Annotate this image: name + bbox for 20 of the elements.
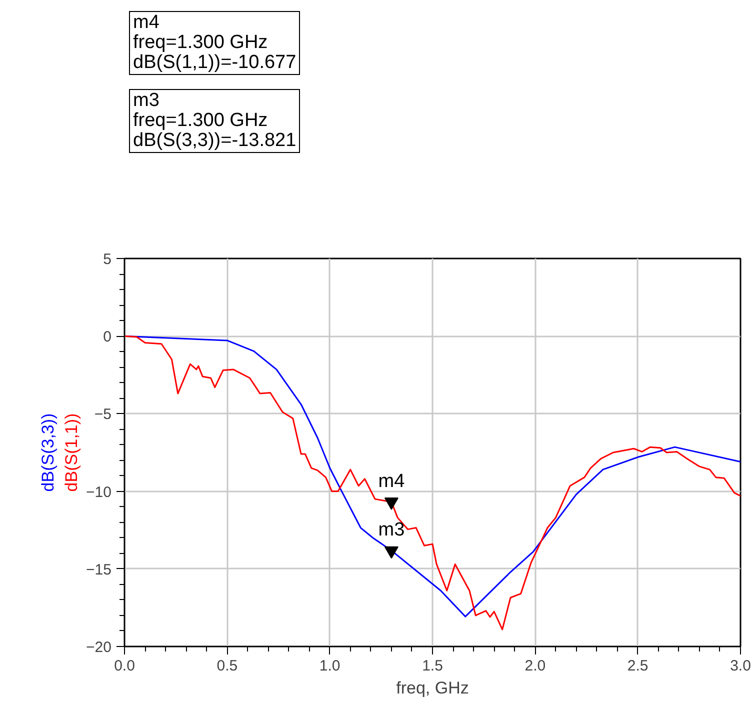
y-tick-label: −10 [86,484,112,501]
y-tick-label: 0 [103,328,112,346]
y-tick-label: −20 [86,639,112,656]
x-tick-label: 2.0 [524,658,546,674]
annotation: m3 [378,520,405,541]
x-tick-label: 3.0 [730,658,751,674]
x-tick-label: 0.0 [114,658,135,674]
y-tick-label: −5 [94,406,112,424]
x-tick-label: 1.5 [422,658,443,674]
x-tick-label: 0.5 [216,658,238,674]
y-tick-label: −15 [86,561,112,578]
y-tick-label: 5 [103,251,112,268]
x-axis-title: freq, GHz [396,678,469,698]
x-tick-label: 1.0 [319,658,340,674]
text: dB(S(1,1)) [62,413,82,492]
text: dB(S(3,3)) [38,413,58,492]
text: m4 freq=1.300 GHz dB(S(1,1))=-10.677 [129,11,300,75]
x-tick-label: 2.5 [627,658,648,674]
text: m3 freq=1.300 GHz dB(S(3,3))=-13.821 [129,89,300,153]
annotation: m4 [378,470,406,492]
